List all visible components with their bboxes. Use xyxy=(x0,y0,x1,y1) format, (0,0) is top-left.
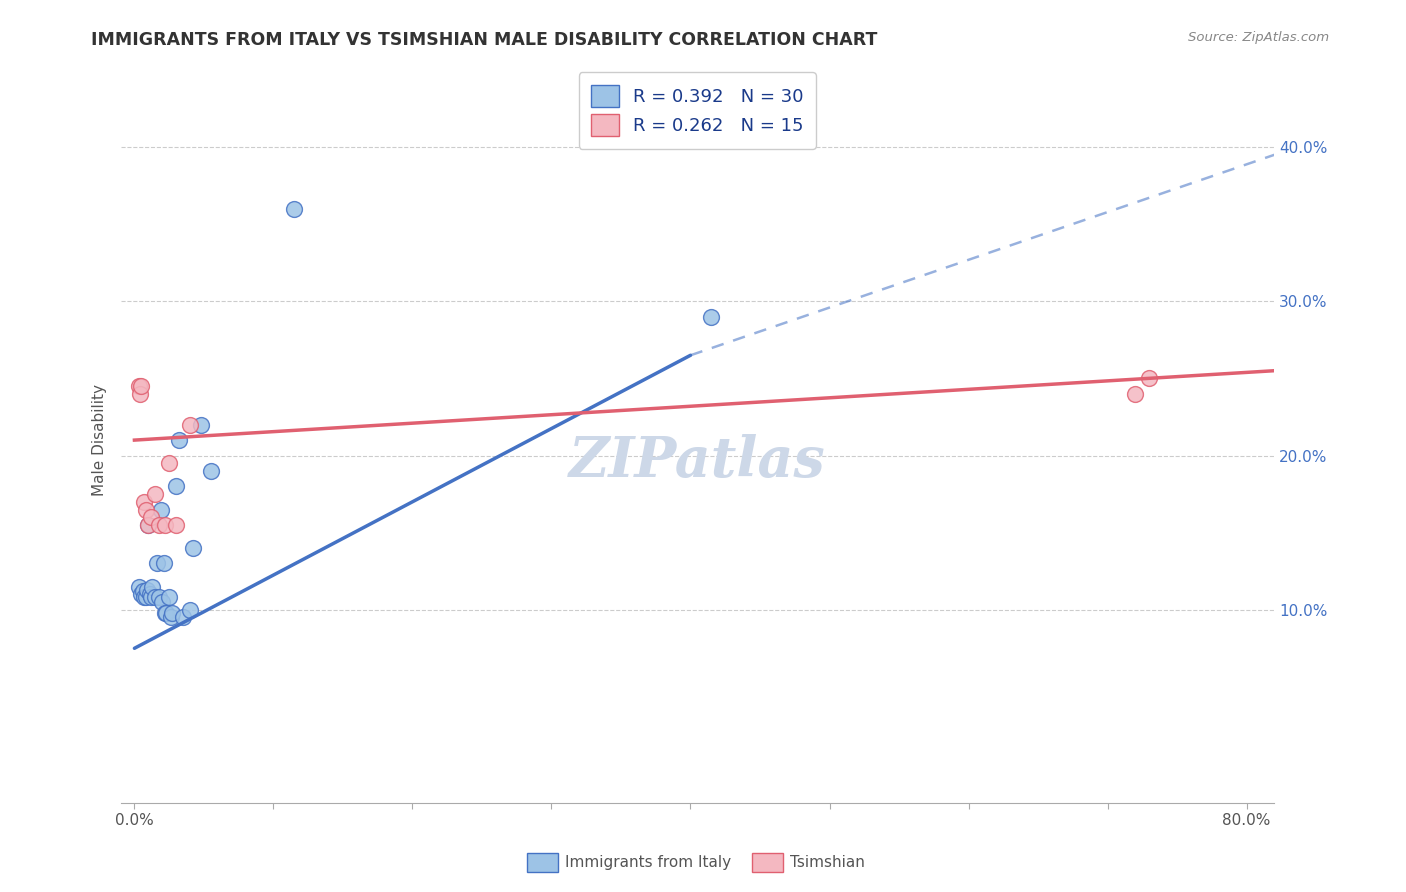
Point xyxy=(128,379,150,393)
Point xyxy=(135,591,157,605)
Point xyxy=(179,603,201,617)
Y-axis label: Male Disability: Male Disability xyxy=(93,384,107,496)
Point xyxy=(145,557,167,571)
Legend: R = 0.392   N = 30, R = 0.262   N = 15: R = 0.392 N = 30, R = 0.262 N = 15 xyxy=(579,72,815,149)
Point xyxy=(159,610,181,624)
Point xyxy=(136,517,159,532)
Point xyxy=(700,310,723,324)
Point xyxy=(160,606,183,620)
Point xyxy=(1137,371,1160,385)
Text: ZIPatlas: ZIPatlas xyxy=(569,434,825,490)
Point xyxy=(138,587,160,601)
Point xyxy=(150,595,173,609)
Point xyxy=(136,582,159,597)
Point xyxy=(136,517,159,532)
Point xyxy=(143,591,166,605)
Text: IMMIGRANTS FROM ITALY VS TSIMSHIAN MALE DISABILITY CORRELATION CHART: IMMIGRANTS FROM ITALY VS TSIMSHIAN MALE … xyxy=(91,31,877,49)
Point xyxy=(134,591,156,605)
Point xyxy=(148,591,170,605)
Point xyxy=(155,606,177,620)
Point xyxy=(153,517,176,532)
Point xyxy=(148,517,170,532)
Point xyxy=(157,456,180,470)
Point xyxy=(134,495,156,509)
Text: Source: ZipAtlas.com: Source: ZipAtlas.com xyxy=(1188,31,1329,45)
Point xyxy=(167,433,190,447)
Point xyxy=(200,464,222,478)
Point xyxy=(141,580,163,594)
Point xyxy=(172,610,194,624)
Point xyxy=(149,502,172,516)
Point xyxy=(283,202,305,216)
Point xyxy=(165,517,187,532)
Point xyxy=(129,387,152,401)
Point xyxy=(132,584,155,599)
Text: Immigrants from Italy: Immigrants from Italy xyxy=(565,855,731,870)
Point xyxy=(190,417,212,432)
Point xyxy=(153,606,176,620)
Point xyxy=(131,587,153,601)
Point xyxy=(152,557,174,571)
Point xyxy=(139,510,162,524)
Point xyxy=(139,591,162,605)
Point xyxy=(181,541,204,555)
Text: Tsimshian: Tsimshian xyxy=(790,855,865,870)
Point xyxy=(165,479,187,493)
Point xyxy=(179,417,201,432)
Point xyxy=(1125,387,1147,401)
Point xyxy=(131,379,153,393)
Point xyxy=(157,591,180,605)
Point xyxy=(143,487,166,501)
Point xyxy=(135,502,157,516)
Point xyxy=(128,580,150,594)
